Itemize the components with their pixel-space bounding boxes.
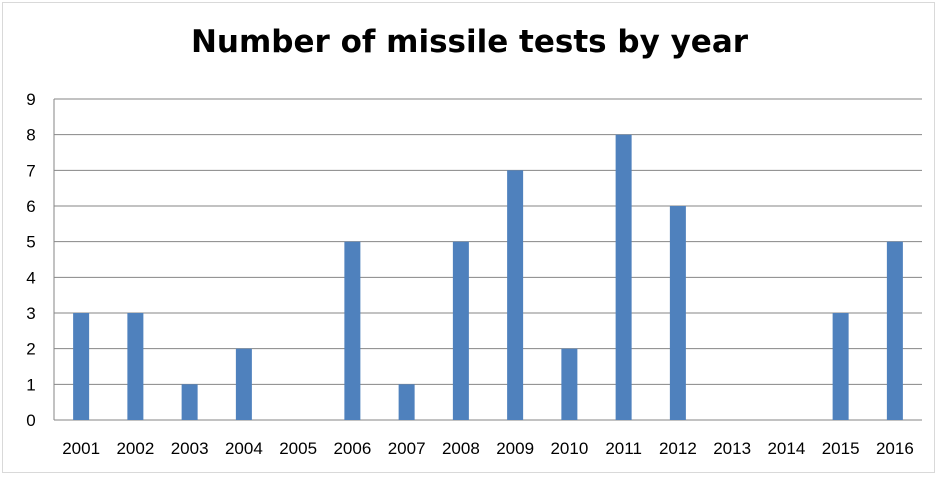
bar-2009: [507, 170, 524, 420]
bar-2006: [344, 241, 361, 420]
x-tick-label: 2002: [116, 439, 154, 458]
bar-2016: [886, 241, 903, 420]
y-tick-label: 4: [26, 268, 35, 287]
bar-2003: [181, 384, 198, 420]
x-tick-label: 2016: [876, 439, 914, 458]
x-tick-label: 2007: [388, 439, 426, 458]
bar-2007: [398, 384, 415, 420]
y-axis-ticks: 0 1 2 3 4 5 6 7 8 9: [26, 90, 35, 430]
bar-2012: [669, 206, 686, 420]
x-axis-ticks: 2001 2002 2003 2004 2005 2006 2007 2008 2009 2010…: [62, 439, 914, 458]
x-tick-label: 2015: [822, 439, 860, 458]
bar-2010: [561, 348, 578, 420]
x-tick-label: 2011: [605, 439, 642, 458]
grid-lines: [53, 98, 922, 421]
x-tick-label: 2001: [62, 439, 100, 458]
bar-series: [73, 134, 903, 420]
x-tick-label: 2005: [279, 439, 317, 458]
y-tick-label: 2: [26, 340, 35, 359]
y-tick-label: 0: [26, 411, 35, 430]
bar-2008: [452, 241, 469, 420]
bar-2015: [832, 313, 849, 420]
y-tick-label: 5: [26, 233, 35, 252]
x-tick-label: 2014: [767, 439, 805, 458]
bar-2001: [73, 313, 90, 420]
bar-2002: [127, 313, 144, 420]
y-tick-label: 8: [26, 126, 35, 145]
bar-2011: [615, 134, 632, 420]
x-tick-label: 2012: [659, 439, 697, 458]
y-tick-label: 7: [26, 161, 35, 180]
x-tick-label: 2010: [550, 439, 588, 458]
x-tick-label: 2009: [496, 439, 534, 458]
x-tick-label: 2008: [442, 439, 480, 458]
x-tick-label: 2003: [171, 439, 209, 458]
bar-2004: [235, 348, 252, 420]
y-tick-label: 1: [26, 375, 35, 394]
y-tick-label: 9: [26, 90, 35, 109]
x-tick-label: 2004: [225, 439, 263, 458]
y-tick-label: 3: [26, 304, 35, 323]
chart-title: Number of missile tests by year: [190, 24, 749, 60]
x-tick-label: 2006: [333, 439, 371, 458]
x-tick-label: 2013: [713, 439, 751, 458]
y-tick-label: 6: [26, 197, 35, 216]
